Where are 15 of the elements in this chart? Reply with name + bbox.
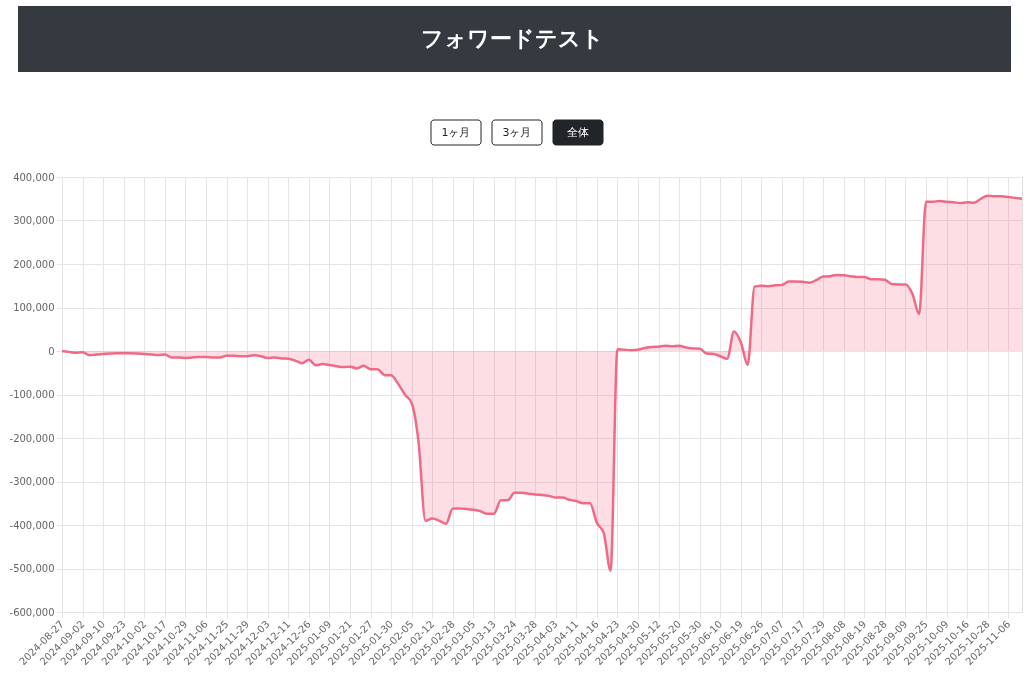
y-tick-label: 300,000 bbox=[13, 215, 55, 226]
y-tick-label: -400,000 bbox=[9, 519, 55, 531]
y-tick-label: -300,000 bbox=[9, 476, 55, 487]
y-tick-label: -100,000 bbox=[9, 389, 55, 400]
y-tick-label: -200,000 bbox=[9, 432, 55, 444]
text: 全体 bbox=[567, 125, 589, 139]
y-tick-label: 100,000 bbox=[13, 302, 55, 313]
y-tick-label: -600,000 bbox=[9, 606, 55, 618]
y-tick-label: 400,000 bbox=[13, 171, 55, 183]
text: 3ヶ月 bbox=[502, 125, 532, 139]
y-tick-label: 0 bbox=[48, 345, 55, 357]
y-tick-label: -500,000 bbox=[9, 563, 55, 574]
y-tick-label: 200,000 bbox=[13, 258, 55, 270]
text: 1ヶ月 bbox=[441, 125, 471, 139]
chart-title: フォワードテスト bbox=[420, 26, 604, 51]
